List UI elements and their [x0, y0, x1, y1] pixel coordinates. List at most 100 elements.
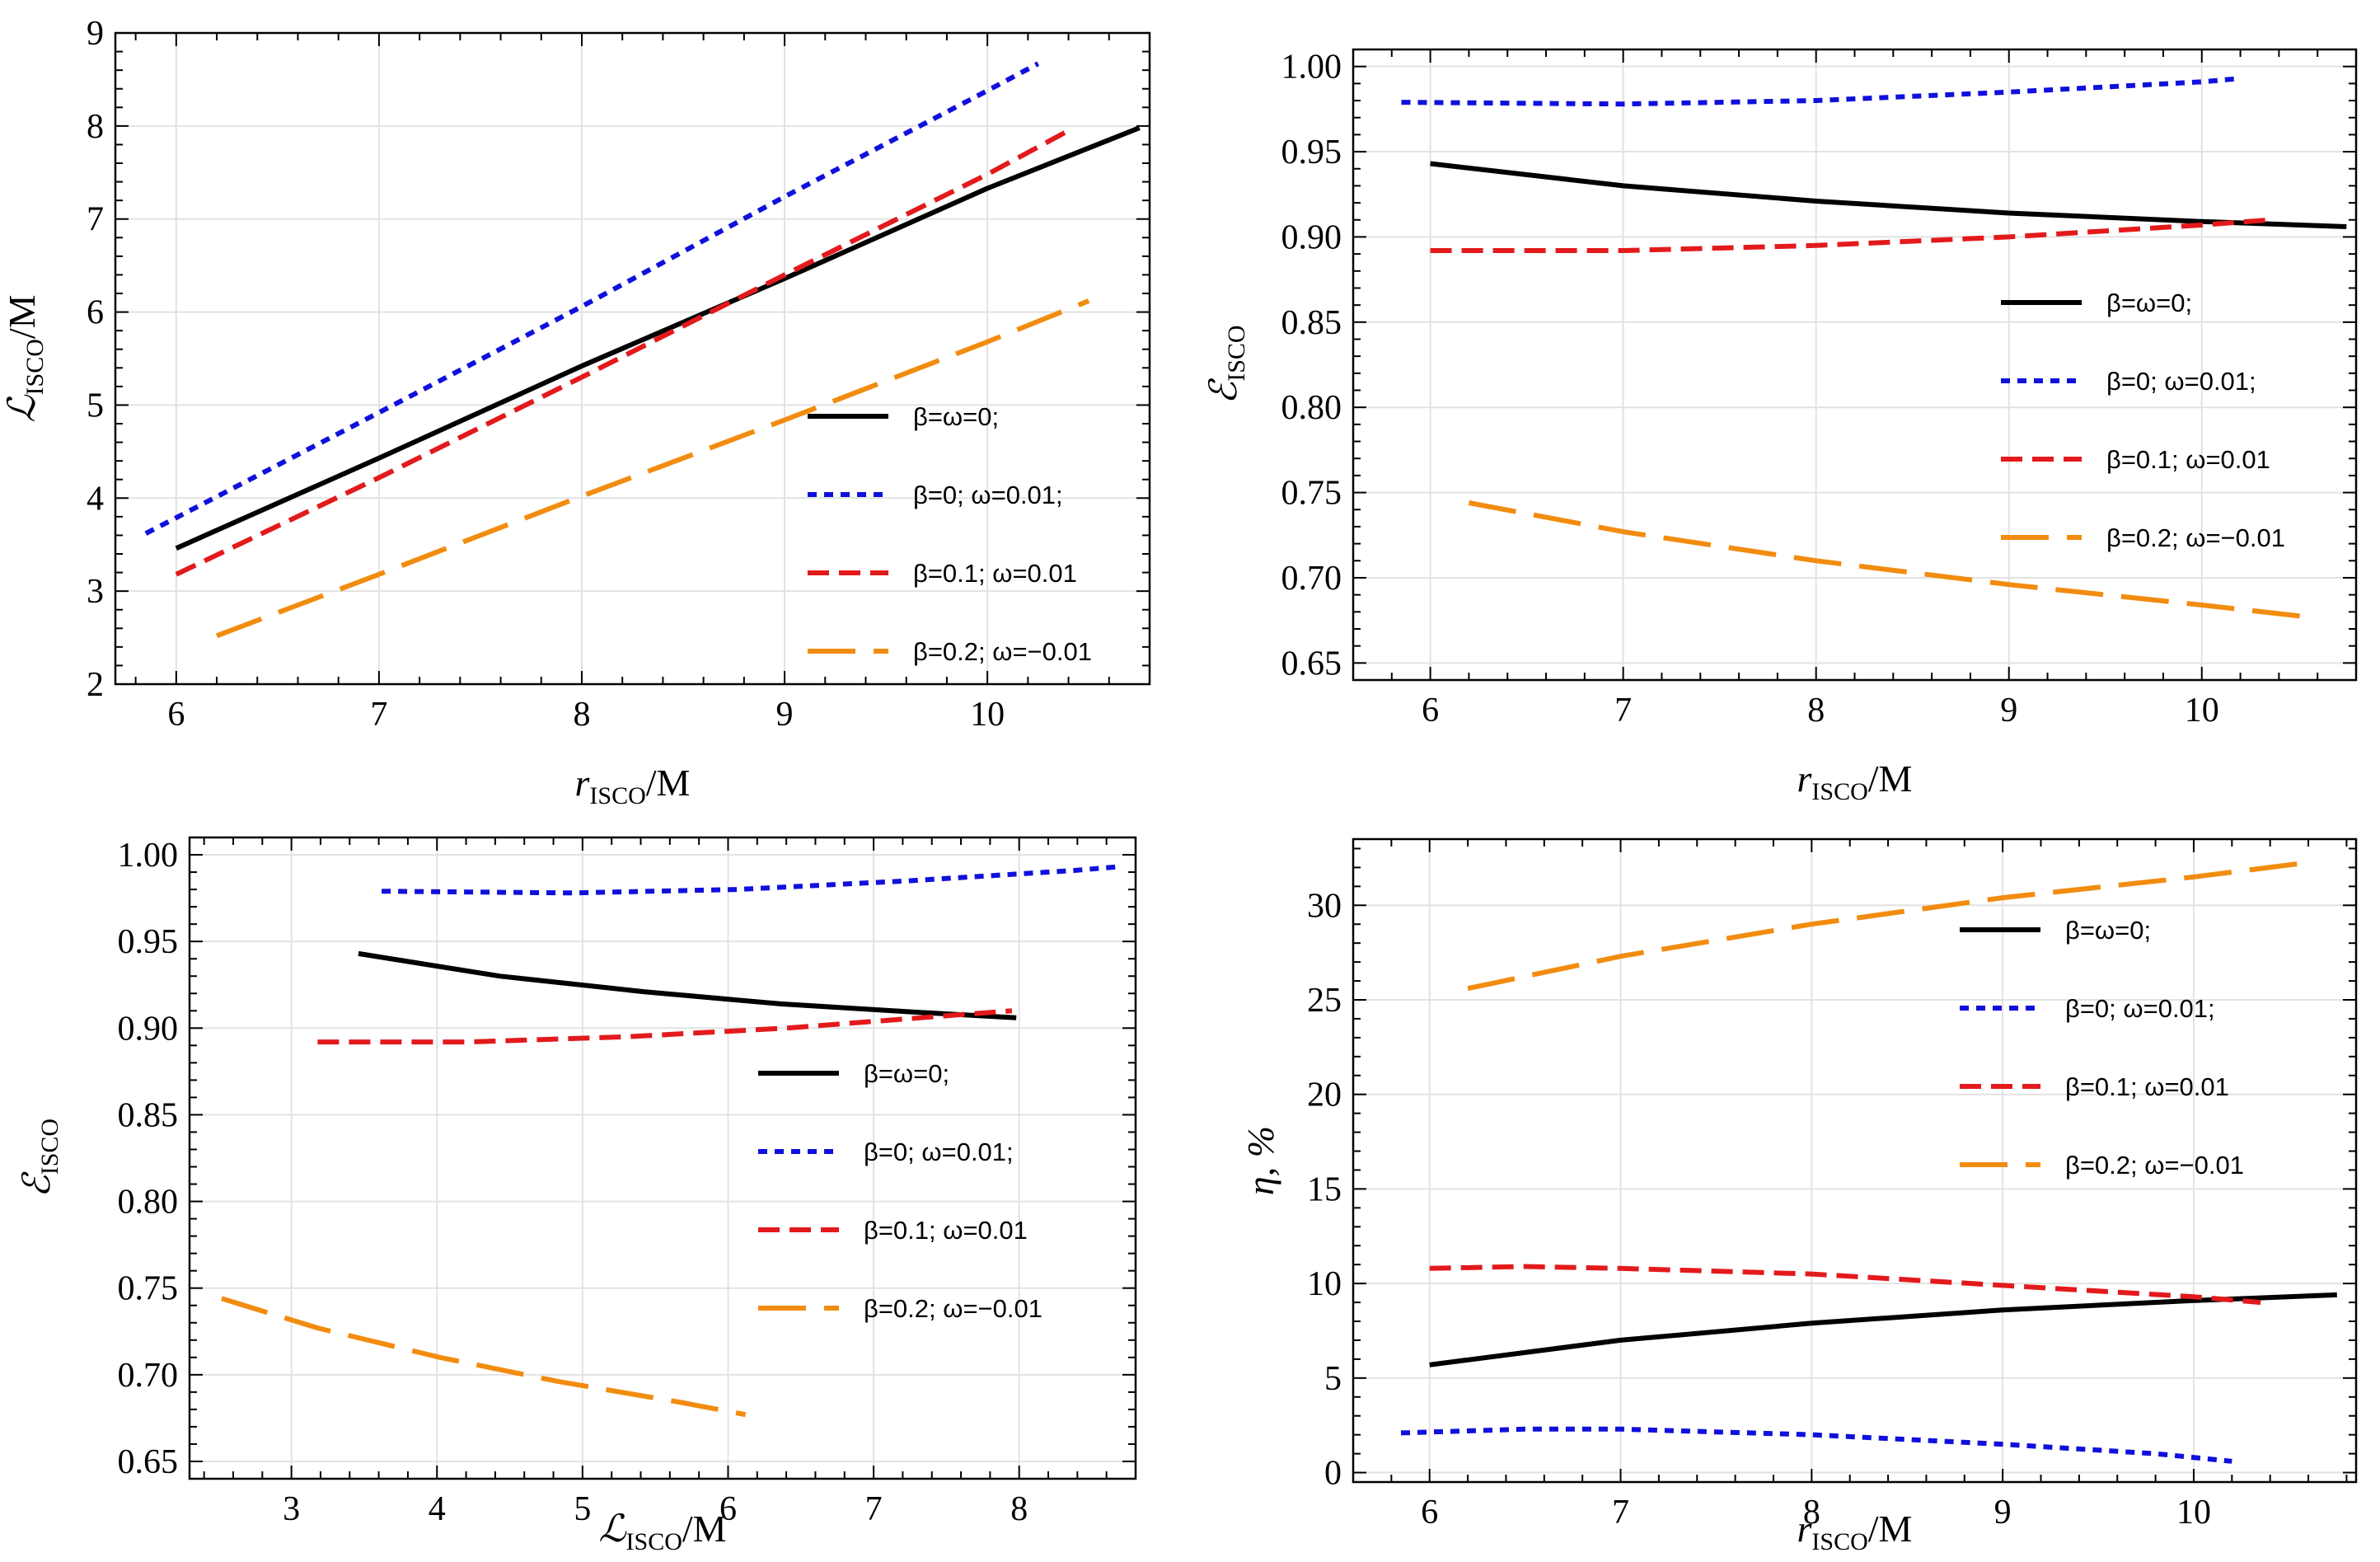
series-line-4 [215, 298, 1090, 639]
y-tick-label: 0.70 [118, 1357, 179, 1395]
plot-frame [1352, 837, 2358, 1484]
series-line-3 [1429, 1264, 2261, 1306]
legend-label: β=0.2; ω=−0.01 [2106, 523, 2285, 552]
y-tick-label: 0.75 [1281, 475, 1342, 513]
series-line-1 [1430, 161, 2347, 229]
y-tick-label: 0.75 [118, 1270, 179, 1308]
y-tick-label: 3 [87, 573, 104, 611]
x-tick-label: 7 [1614, 692, 1632, 729]
x-tick-label: 10 [970, 696, 1005, 734]
x-tick-label: 9 [2000, 692, 2017, 729]
x-tick-label: 7 [865, 1490, 883, 1528]
x-axis-title: rISCO/M [1797, 758, 1913, 805]
legend-label: β=ω=0; [913, 402, 999, 431]
legend-label: β=0; ω=0.01; [913, 481, 1063, 509]
y-tick-label: 6 [87, 294, 104, 332]
x-tick-label: 8 [1803, 1494, 1820, 1532]
y-tick-label: 0.65 [118, 1443, 179, 1481]
chart-panel-4: 6 7 8 9 10 0 5 10 15 20 25 30 β=ω=0; β=0; ω=0.01; β=0.… [1239, 837, 2358, 1555]
y-tick-label: 5 [87, 387, 104, 425]
chart-panel-1: 6 7 8 9 10 2 3 4 5 6 7 8 9 β=ω=0; β=0; ω=0.01; β=0.1; ω… [1, 15, 1151, 809]
x-axis-title: ℒISCO/M [598, 1508, 726, 1555]
y-axis-title: ℰISCO [16, 1119, 63, 1198]
legend-label: β=0.1; ω=0.01 [2065, 1072, 2229, 1101]
y-tick-label: 25 [1307, 982, 1342, 1020]
y-tick-label: 8 [87, 108, 104, 146]
legend-label: β=0; ω=0.01; [864, 1137, 1014, 1166]
series-line-2 [1401, 76, 2241, 107]
y-tick-label: 15 [1307, 1170, 1342, 1208]
y-tick-label: 7 [87, 201, 104, 239]
y-tick-label: 2 [87, 666, 104, 704]
y-tick-label: 0.85 [1281, 304, 1342, 342]
y-axis-title: η, % [1239, 1126, 1281, 1195]
chart-panel-2: 6 7 8 9 10 0.65 0.70 0.75 0.80 0.85 0.90 0.95 1.00 β=… [1202, 48, 2358, 805]
x-tick-label: 8 [1010, 1490, 1028, 1528]
y-axis-title: ℒISCO/M [1, 294, 49, 422]
x-tick-label: 6 [167, 696, 185, 734]
plot-frame [1352, 48, 2358, 682]
series-line-3 [317, 1008, 1013, 1045]
y-tick-label: 5 [1324, 1360, 1342, 1398]
series-line-4 [1467, 861, 2299, 992]
x-tick-label: 6 [1421, 1494, 1438, 1532]
legend-label: β=0.2; ω=−0.01 [2065, 1151, 2244, 1180]
x-axis-title: rISCO/M [1797, 1508, 1913, 1555]
y-tick-label: 0.85 [118, 1096, 179, 1134]
x-tick-label: 5 [574, 1490, 591, 1528]
legend-label: β=ω=0; [2106, 288, 2192, 317]
legend-label: β=ω=0; [864, 1059, 949, 1088]
y-tick-label: 9 [87, 15, 104, 53]
series-line-3 [175, 128, 1071, 577]
y-tick-label: 0.95 [118, 923, 179, 961]
plot-frame [188, 836, 1137, 1480]
legend-label: β=0; ω=0.01; [2065, 994, 2215, 1023]
x-tick-label: 4 [429, 1490, 446, 1528]
x-tick-label: 7 [370, 696, 387, 734]
y-tick-label: 0.90 [1281, 218, 1342, 256]
y-tick-label: 0 [1324, 1455, 1342, 1493]
x-tick-label: 9 [776, 696, 794, 734]
series-line-1 [1429, 1292, 2337, 1367]
x-tick-label: 6 [1422, 692, 1439, 729]
legend-label: β=0.1; ω=0.01 [864, 1216, 1028, 1245]
y-tick-label: 0.80 [1281, 389, 1342, 427]
legend-label: β=0; ω=0.01; [2106, 367, 2256, 396]
series-line-1 [175, 125, 1141, 551]
series-line-2 [144, 61, 1040, 536]
y-tick-label: 0.90 [118, 1010, 179, 1048]
x-tick-label: 10 [2185, 692, 2219, 729]
legend-label: β=ω=0; [2065, 916, 2151, 945]
y-axis-title: ℰISCO [1202, 325, 1250, 404]
series-line-2 [1400, 1426, 2232, 1464]
legend-label: β=0.1; ω=0.01 [913, 559, 1077, 588]
x-tick-label: 6 [719, 1490, 737, 1528]
y-tick-label: 0.65 [1281, 645, 1342, 682]
series-line-1 [358, 950, 1017, 1020]
x-axis-title: rISCO/M [575, 762, 691, 809]
y-tick-label: 0.80 [118, 1184, 179, 1222]
plot-frame [114, 31, 1151, 686]
series-line-4 [1468, 500, 2308, 620]
legend-label: β=0.2; ω=−0.01 [864, 1294, 1042, 1323]
y-tick-label: 0.95 [1281, 134, 1342, 171]
y-tick-label: 0.70 [1281, 560, 1342, 598]
y-tick-label: 1.00 [118, 837, 179, 875]
y-tick-label: 20 [1307, 1077, 1342, 1114]
legend-label: β=0.2; ω=−0.01 [913, 637, 1092, 666]
x-tick-label: 8 [1807, 692, 1825, 729]
x-tick-label: 3 [283, 1490, 300, 1528]
x-tick-label: 10 [2176, 1494, 2211, 1532]
x-tick-label: 8 [573, 696, 590, 734]
x-tick-label: 7 [1612, 1494, 1629, 1532]
y-tick-label: 10 [1307, 1265, 1342, 1303]
x-tick-label: 9 [1994, 1494, 2012, 1532]
y-tick-label: 1.00 [1281, 49, 1342, 87]
legend-label: β=0.1; ω=0.01 [2106, 445, 2270, 474]
y-tick-label: 30 [1307, 887, 1342, 925]
series-line-3 [1430, 217, 2270, 253]
chart-panel-3: 3 4 5 6 7 8 0.65 0.70 0.75 0.80 0.85 0.90 0.95 1.00 β=… [16, 836, 1137, 1555]
y-tick-label: 4 [87, 480, 104, 518]
series-line-4 [221, 1296, 747, 1418]
